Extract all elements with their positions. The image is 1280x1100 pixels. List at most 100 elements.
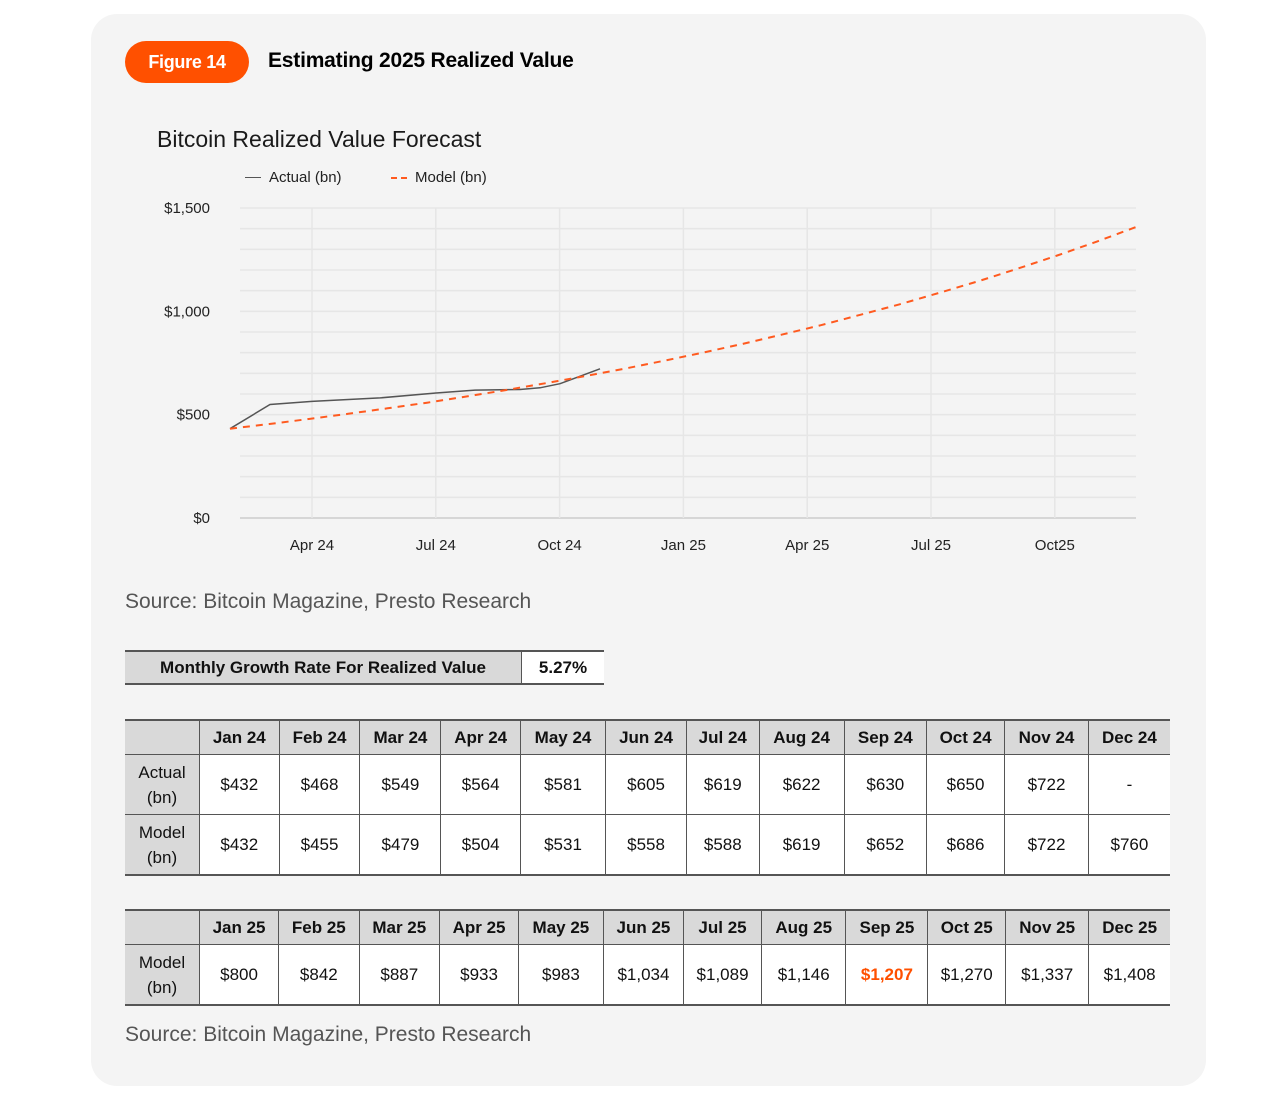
table-cell: $722 [1004,814,1089,876]
x-tick-label: Jul 24 [416,537,456,554]
table-cell: $1,034 [602,944,685,1006]
growth-rate-value: 5.27% [521,650,604,685]
x-tick-label: Oct 24 [538,537,582,554]
table-cell: $933 [439,944,520,1006]
row-header: Model (bn) [125,814,200,876]
table-cell: $1,337 [1005,944,1090,1006]
column-header: Dec 25 [1088,909,1170,945]
corner-cell [125,719,200,755]
table-cell: $1,408 [1088,944,1170,1006]
legend-actual-label: Actual (bn) [269,169,342,186]
column-header: Feb 24 [278,719,361,755]
actual-series-line [229,368,601,430]
table-cell: $581 [519,754,607,815]
table-cell: $468 [278,754,361,815]
line-chart: Apr 24 Jul 24 Oct 24 Jan 25 Apr 25 Jul 25 Oct2… [164,200,1137,554]
column-header: Aug 25 [760,909,847,945]
table-2025: Jan 25 Feb 25 Mar 25 Apr 25 May 25 Jun 25 Jul … [125,909,1170,1006]
table-cell: $1,146 [760,944,847,1006]
table-cell: $479 [359,814,442,876]
column-header: Mar 24 [359,719,442,755]
table-row: Model (bn) $432 $455 $479 $504 $531 $558 $588 $61… [125,814,1170,876]
column-header: Sep 25 [845,909,929,945]
column-header: Feb 25 [278,909,360,945]
column-header: Mar 25 [358,909,441,945]
table-cell: $1,207 [845,944,929,1006]
figure-badge: Figure 14 [125,41,249,83]
y-tick-label: $500 [177,407,210,424]
table-cell: $531 [519,814,607,876]
table-cell: $504 [440,814,521,876]
table-cell: $842 [278,944,360,1006]
row-label: Actual [138,762,186,782]
table-cell: $887 [358,944,441,1006]
figure-card [91,14,1206,1086]
growth-rate-label: Monthly Growth Rate For Realized Value [125,650,522,685]
table-header-row: Jan 25 Feb 25 Mar 25 Apr 25 May 25 Jun 25 Jul … [125,909,1170,945]
chart-title: Bitcoin Realized Value Forecast [157,126,482,152]
column-header: Apr 24 [440,719,521,755]
column-header: Nov 25 [1005,909,1090,945]
y-tick-label: $1,000 [164,303,210,320]
column-header: Jan 24 [199,719,280,755]
column-header: Jan 25 [198,909,280,945]
column-header: Sep 24 [843,719,927,755]
table-row: Model (bn) $800 $842 $887 $933 $983 $1,034 $1,08… [125,944,1170,1006]
row-label: Model [138,952,186,972]
x-tick-label: Jul 25 [911,537,951,554]
corner-cell [125,909,200,945]
row-header: Model (bn) [125,944,200,1006]
table-cell: $686 [925,814,1006,876]
column-header: Oct 25 [927,909,1007,945]
table-cell: $619 [685,754,760,815]
table-2024: Jan 24 Feb 24 Mar 24 Apr 24 May 24 Jun 24 Jul … [125,719,1170,876]
table-header-row: Jan 24 Feb 24 Mar 24 Apr 24 May 24 Jun 24 Jul … [125,719,1170,755]
growth-rate-table: Monthly Growth Rate For Realized Value 5… [125,650,604,685]
legend-actual-swatch [245,177,261,178]
source-note: Source: Bitcoin Magazine, Presto Researc… [125,590,532,613]
legend-actual: Actual (bn) [245,169,342,186]
column-header: Jul 24 [685,719,760,755]
source-note-2: Source: Bitcoin Magazine, Presto Researc… [125,1023,532,1046]
figure-title: Estimating 2025 Realized Value [268,49,574,72]
column-header: Apr 25 [439,909,520,945]
table-cell: $455 [278,814,361,876]
table-cell: $983 [518,944,604,1006]
table-cell: $622 [758,754,845,815]
row-unit: (bn) [146,847,178,867]
table-cell: $1,089 [683,944,762,1006]
table-cell: $588 [685,814,760,876]
model-series-line [229,226,1137,430]
x-tick-label: Jan 25 [661,537,706,554]
x-tick-label: Oct25 [1035,537,1075,554]
row-unit: (bn) [146,977,178,997]
table-cell: $650 [925,754,1006,815]
table-cell: $652 [843,814,927,876]
table-cell: $1,270 [927,944,1007,1006]
y-tick-label: $0 [193,510,210,527]
row-header: Actual (bn) [125,754,200,815]
row-label: Model [138,822,186,842]
table-cell: $558 [605,814,687,876]
table-cell: $432 [199,814,280,876]
table-cell: $605 [605,754,687,815]
column-header: Jun 25 [602,909,685,945]
column-header: Oct 24 [925,719,1006,755]
table-cell: $630 [843,754,927,815]
table-cell: $800 [198,944,280,1006]
table-cell: $760 [1087,814,1170,876]
y-tick-label: $1,500 [164,200,210,217]
row-unit: (bn) [146,787,178,807]
column-header: May 24 [519,719,607,755]
legend-model: Model (bn) [391,169,487,186]
table-cell: $549 [359,754,442,815]
x-tick-label: Apr 24 [290,537,334,554]
table-cell: - [1087,754,1170,815]
table-cell: $619 [758,814,845,876]
table-cell: $432 [199,754,280,815]
column-header: Aug 24 [758,719,845,755]
column-header: Dec 24 [1087,719,1170,755]
table-cell: $564 [440,754,521,815]
column-header: May 25 [518,909,604,945]
column-header: Jul 25 [683,909,762,945]
